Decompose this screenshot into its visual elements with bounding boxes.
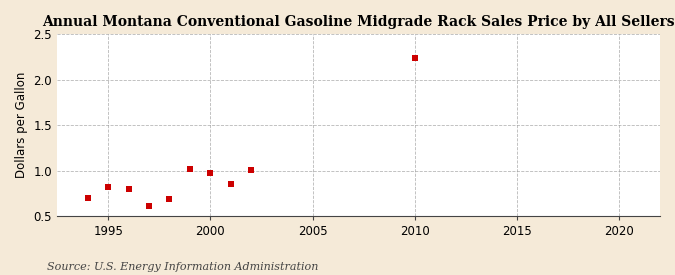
Point [144,204,155,208]
Point [184,167,195,171]
Y-axis label: Dollars per Gallon: Dollars per Gallon [15,72,28,178]
Point [246,167,256,172]
Point [103,185,113,189]
Text: Source: U.S. Energy Information Administration: Source: U.S. Energy Information Administ… [47,262,319,272]
Point [82,196,93,200]
Point [123,186,134,191]
Point [205,171,216,175]
Point [164,197,175,201]
Point [225,182,236,186]
Title: Annual Montana Conventional Gasoline Midgrade Rack Sales Price by All Sellers: Annual Montana Conventional Gasoline Mid… [43,15,675,29]
Point [409,56,420,60]
